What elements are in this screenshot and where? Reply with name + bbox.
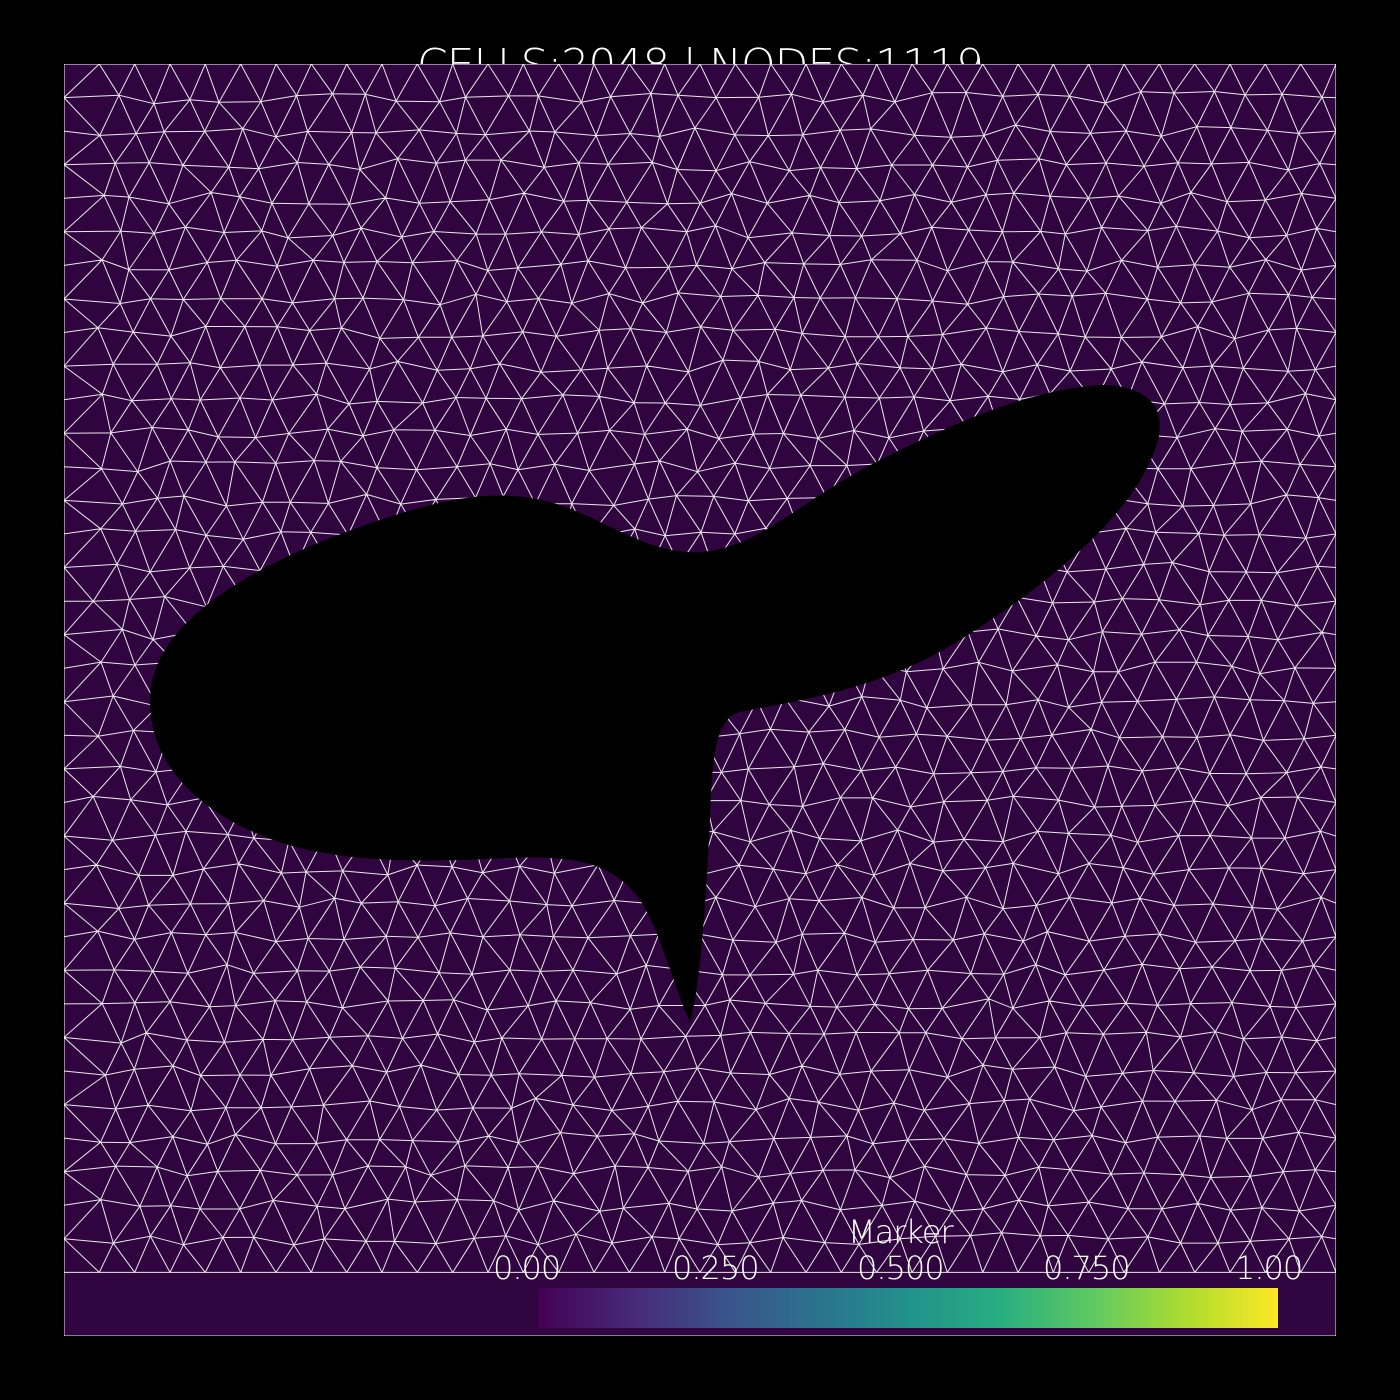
colorbar-tick-label: 0.00 [493,1249,561,1287]
colorbar-tick-label: 0.250 [672,1249,760,1287]
colorbar-tick-label: 1.00 [1235,1249,1303,1287]
colorbar-tick-label: 0.750 [1043,1249,1131,1287]
colorbar-gradient [538,1288,1278,1328]
colorbar-tick-label: 0.500 [857,1249,945,1287]
colorbar-title: Marker [848,1213,954,1251]
mesh-hole [150,385,1160,1022]
